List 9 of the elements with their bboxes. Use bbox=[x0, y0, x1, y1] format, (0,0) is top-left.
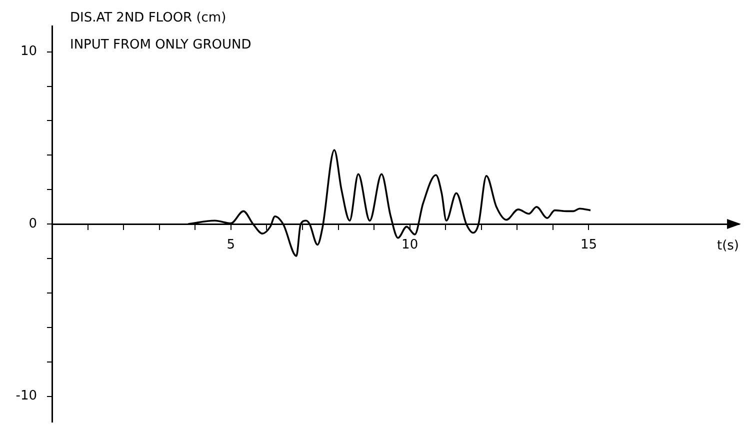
y-tick-label: 0 bbox=[28, 216, 37, 232]
text: INPUT FROM ONLY GROUND bbox=[70, 37, 252, 52]
x-tick-label: 10 bbox=[402, 237, 418, 252]
x-axis-title: t(s) bbox=[716, 238, 739, 254]
y-tick-label: -10 bbox=[16, 388, 37, 404]
x-tick-label: 15 bbox=[580, 237, 597, 252]
chart-title: DIS.AT 2ND FLOOR (cm) bbox=[70, 10, 226, 26]
y-tick-label: 10 bbox=[20, 44, 37, 60]
x-tick-label: 5 bbox=[226, 237, 236, 252]
